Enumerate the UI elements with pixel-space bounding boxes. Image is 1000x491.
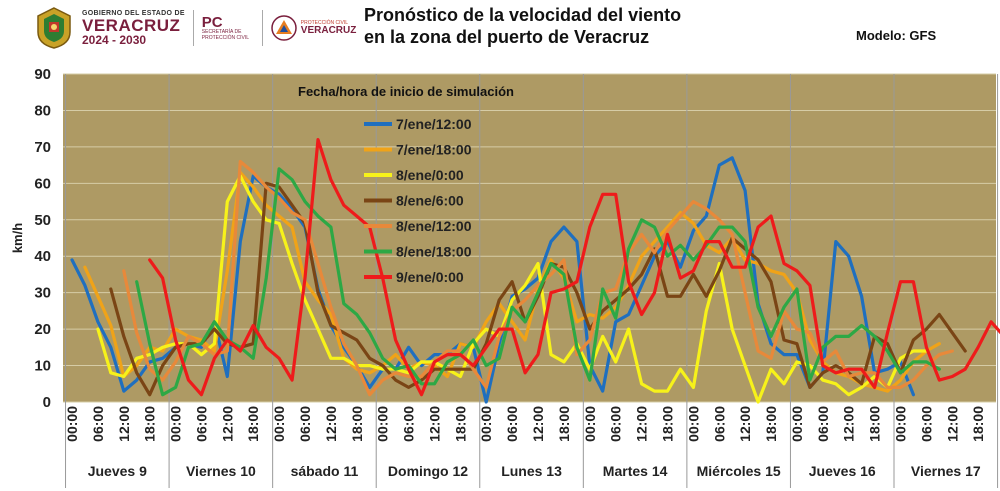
x-tick-label: 06:00 [297,406,313,442]
legend-entry: 8/ene/0:00 [396,167,464,183]
model-label: Modelo: GFS [856,28,937,43]
x-tick-label: 06:00 [193,406,209,442]
logo-bar: GOBIERNO DEL ESTADO DE VERACRUZ 2024 - 2… [34,4,356,52]
logo-divider [261,10,263,46]
x-tick-label: 00:00 [582,406,598,442]
gob-line2: VERACRUZ [82,16,181,35]
x-tick-label: 18:00 [867,406,883,442]
x-tick-label: 00:00 [64,406,80,442]
legend-entry: 7/ene/12:00 [396,116,472,132]
day-label: Domingo 12 [388,463,468,479]
series-line [135,167,941,397]
x-tick-label: 06:00 [504,406,520,442]
gob-line3: 2024 - 2030 [82,33,147,47]
x-tick-label: 18:00 [556,406,572,442]
pc-line1: PC [201,14,223,31]
page-header: GOBIERNO DEL ESTADO DE VERACRUZ 2024 - 2… [0,0,1000,60]
x-tick-label: 06:00 [815,406,831,442]
title-line1: Pronóstico de la velocidad del viento [364,5,682,25]
x-tick-label: 18:00 [245,406,261,442]
x-tick-label: 06:00 [711,406,727,442]
x-tick-label: 00:00 [478,406,494,442]
y-tick-label: 10 [34,358,51,375]
x-tick-label: 18:00 [659,406,675,442]
day-label: Martes 14 [603,463,668,479]
day-label: sábado 11 [291,463,359,479]
x-tick-label: 18:00 [142,406,158,442]
x-tick-label: 18:00 [349,406,365,442]
day-label: Jueves 16 [809,463,876,479]
day-label: Lunes 13 [501,463,562,479]
civil-protection-emblem-icon [271,15,297,41]
x-tick-label: 12:00 [530,406,546,442]
veracruz-seal-icon [37,7,71,49]
x-tick-label: 12:00 [944,406,960,442]
y-tick-label: 60 [34,175,51,192]
x-tick-label: 06:00 [918,406,934,442]
title-line2: en la zona del puerto de Veracruz [364,27,650,47]
wind-speed-chart: 0 10 20 30 40 50 60 70 80 90 km/h 00:00 06:00 12:00 18… [10,66,1000,488]
gob-line1: GOBIERNO DEL ESTADO DE [82,10,185,17]
x-tick-label: 18:00 [452,406,468,442]
x-tick-label: 18:00 [763,406,779,442]
y-tick-label: 0 [43,394,51,411]
logo-divider [192,10,194,46]
x-tick-label: 12:00 [426,406,442,442]
x-tick-label: 00:00 [685,406,701,442]
x-tick-label: 12:00 [219,406,235,442]
x-tick-label: 12:00 [323,406,339,442]
x-tick-label: 00:00 [789,406,805,442]
x-tick-label: 06:00 [90,406,106,442]
x-tick-label: 00:00 [271,406,287,442]
x-tick-label: 18:00 [970,406,986,442]
y-tick-label: 20 [34,321,51,338]
x-tick-label: 00:00 [375,406,391,442]
day-label: Viernes 17 [911,463,981,479]
x-tick-label: 12:00 [841,406,857,442]
y-tick-label: 40 [34,248,51,265]
day-label: Viernes 10 [186,463,256,479]
y-tick-label: 50 [34,212,51,229]
x-tick-label: 12:00 [634,406,650,442]
pcv-line2: VERACRUZ [300,24,357,36]
pc-line2: SECRETARÍA DE PROTECCIÓN CIVIL [201,29,250,41]
x-tick-label: 12:00 [116,406,132,442]
y-axis-label: km/h [10,223,25,253]
x-tick-label: 06:00 [401,406,417,442]
legend-title: Fecha/hora de inicio de simulación [298,84,514,99]
pcv-line1: PROTECCIÓN CIVIL [300,19,349,26]
x-tick-label: 00:00 [168,406,184,442]
y-tick-label: 70 [34,139,51,156]
series-line [122,159,954,397]
x-tick-label: 12:00 [737,406,753,442]
pc-logo: PC SECRETARÍA DE PROTECCIÓN CIVIL [202,15,254,41]
y-tick-label: 90 [34,66,51,83]
gobierno-logo: GOBIERNO DEL ESTADO DE VERACRUZ 2024 - 2… [82,10,185,46]
legend-entry: 8/ene/18:00 [396,244,472,260]
x-tick-label: 06:00 [608,406,624,442]
y-tick-label: 80 [34,102,51,119]
y-tick-label: 30 [34,285,51,302]
legend-entry: 8/ene/12:00 [396,218,472,234]
legend-entry: 7/ene/18:00 [396,142,472,158]
x-tick-label: 00:00 [892,406,908,442]
day-label: Jueves 9 [88,463,147,479]
chart-title: Pronóstico de la velocidad del viento en… [364,4,681,48]
plot-background [63,74,996,402]
pc-veracruz-logo: PROTECCIÓN CIVIL VERACRUZ [271,15,357,41]
legend-entry: 8/ene/6:00 [396,193,464,209]
series-line [96,174,929,404]
legend-entry: 9/ene/0:00 [396,269,464,285]
series-line [148,137,1000,397]
day-label: Miércoles 15 [697,463,781,479]
